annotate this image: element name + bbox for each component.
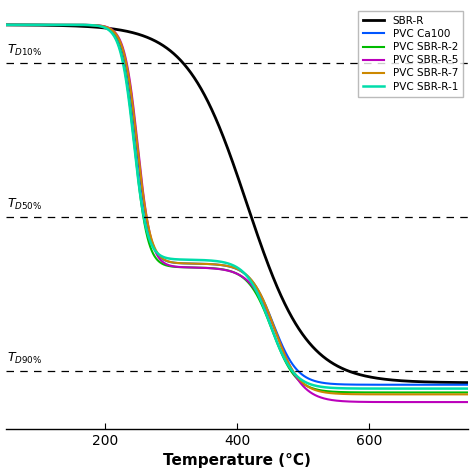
- SBR-R: [407, 378, 412, 384]
- Text: $T_{D10\%}$: $T_{D10\%}$: [7, 43, 42, 57]
- Line: SBR-R: SBR-R: [6, 25, 468, 383]
- Line: PVC Ca100: PVC Ca100: [6, 25, 468, 385]
- Text: $T_{D90\%}$: $T_{D90\%}$: [7, 350, 42, 365]
- PVC SBR-R-1: [55, 22, 61, 27]
- PVC SBR-R-1: [3, 22, 9, 27]
- PVC SBR-R-5: [3, 22, 9, 27]
- PVC SBR-R-5: [201, 265, 206, 271]
- PVC SBR-R-5: [456, 399, 462, 405]
- PVC SBR-R-5: [407, 399, 412, 405]
- SBR-R: [180, 60, 186, 66]
- PVC SBR-R-2: [83, 22, 89, 28]
- PVC Ca100: [180, 261, 186, 266]
- PVC SBR-R-7: [3, 22, 9, 27]
- PVC SBR-R-1: [456, 386, 462, 392]
- PVC SBR-R-2: [456, 390, 462, 395]
- SBR-R: [201, 90, 206, 95]
- PVC Ca100: [3, 22, 9, 27]
- PVC Ca100: [201, 261, 206, 267]
- Text: $T_{D50\%}$: $T_{D50\%}$: [7, 196, 42, 211]
- PVC SBR-R-7: [180, 261, 186, 266]
- PVC SBR-R-1: [180, 257, 186, 263]
- PVC SBR-R-2: [3, 22, 9, 27]
- SBR-R: [465, 380, 471, 385]
- PVC SBR-R-5: [465, 399, 471, 405]
- Line: PVC SBR-R-1: PVC SBR-R-1: [6, 25, 468, 389]
- PVC SBR-R-7: [55, 22, 61, 27]
- PVC SBR-R-1: [201, 257, 206, 263]
- Line: PVC SBR-R-2: PVC SBR-R-2: [6, 25, 468, 392]
- Legend: SBR-R, PVC Ca100, PVC SBR-R-2, PVC SBR-R-5, PVC SBR-R-7, PVC SBR-R-1: SBR-R, PVC Ca100, PVC SBR-R-2, PVC SBR-R…: [358, 11, 463, 97]
- Line: PVC SBR-R-5: PVC SBR-R-5: [6, 25, 468, 402]
- SBR-R: [55, 23, 61, 28]
- PVC SBR-R-1: [83, 22, 89, 28]
- PVC SBR-R-7: [83, 22, 89, 28]
- SBR-R: [83, 24, 89, 29]
- X-axis label: Temperature (°C): Temperature (°C): [163, 454, 311, 468]
- PVC SBR-R-7: [465, 392, 471, 397]
- PVC SBR-R-1: [407, 386, 412, 392]
- PVC Ca100: [456, 382, 462, 388]
- SBR-R: [3, 22, 9, 28]
- PVC SBR-R-5: [55, 22, 61, 27]
- PVC SBR-R-2: [465, 390, 471, 395]
- PVC Ca100: [55, 22, 61, 27]
- PVC SBR-R-7: [201, 261, 206, 267]
- PVC Ca100: [407, 382, 412, 388]
- PVC Ca100: [83, 22, 89, 28]
- PVC SBR-R-1: [465, 386, 471, 392]
- PVC SBR-R-2: [180, 264, 186, 270]
- PVC SBR-R-5: [180, 264, 186, 270]
- PVC SBR-R-7: [407, 392, 412, 397]
- PVC Ca100: [465, 382, 471, 388]
- Line: PVC SBR-R-7: PVC SBR-R-7: [6, 25, 468, 394]
- SBR-R: [456, 380, 462, 385]
- PVC SBR-R-2: [55, 22, 61, 27]
- PVC SBR-R-2: [407, 390, 412, 395]
- PVC SBR-R-7: [456, 392, 462, 397]
- PVC SBR-R-2: [201, 265, 206, 271]
- PVC SBR-R-5: [83, 22, 89, 28]
